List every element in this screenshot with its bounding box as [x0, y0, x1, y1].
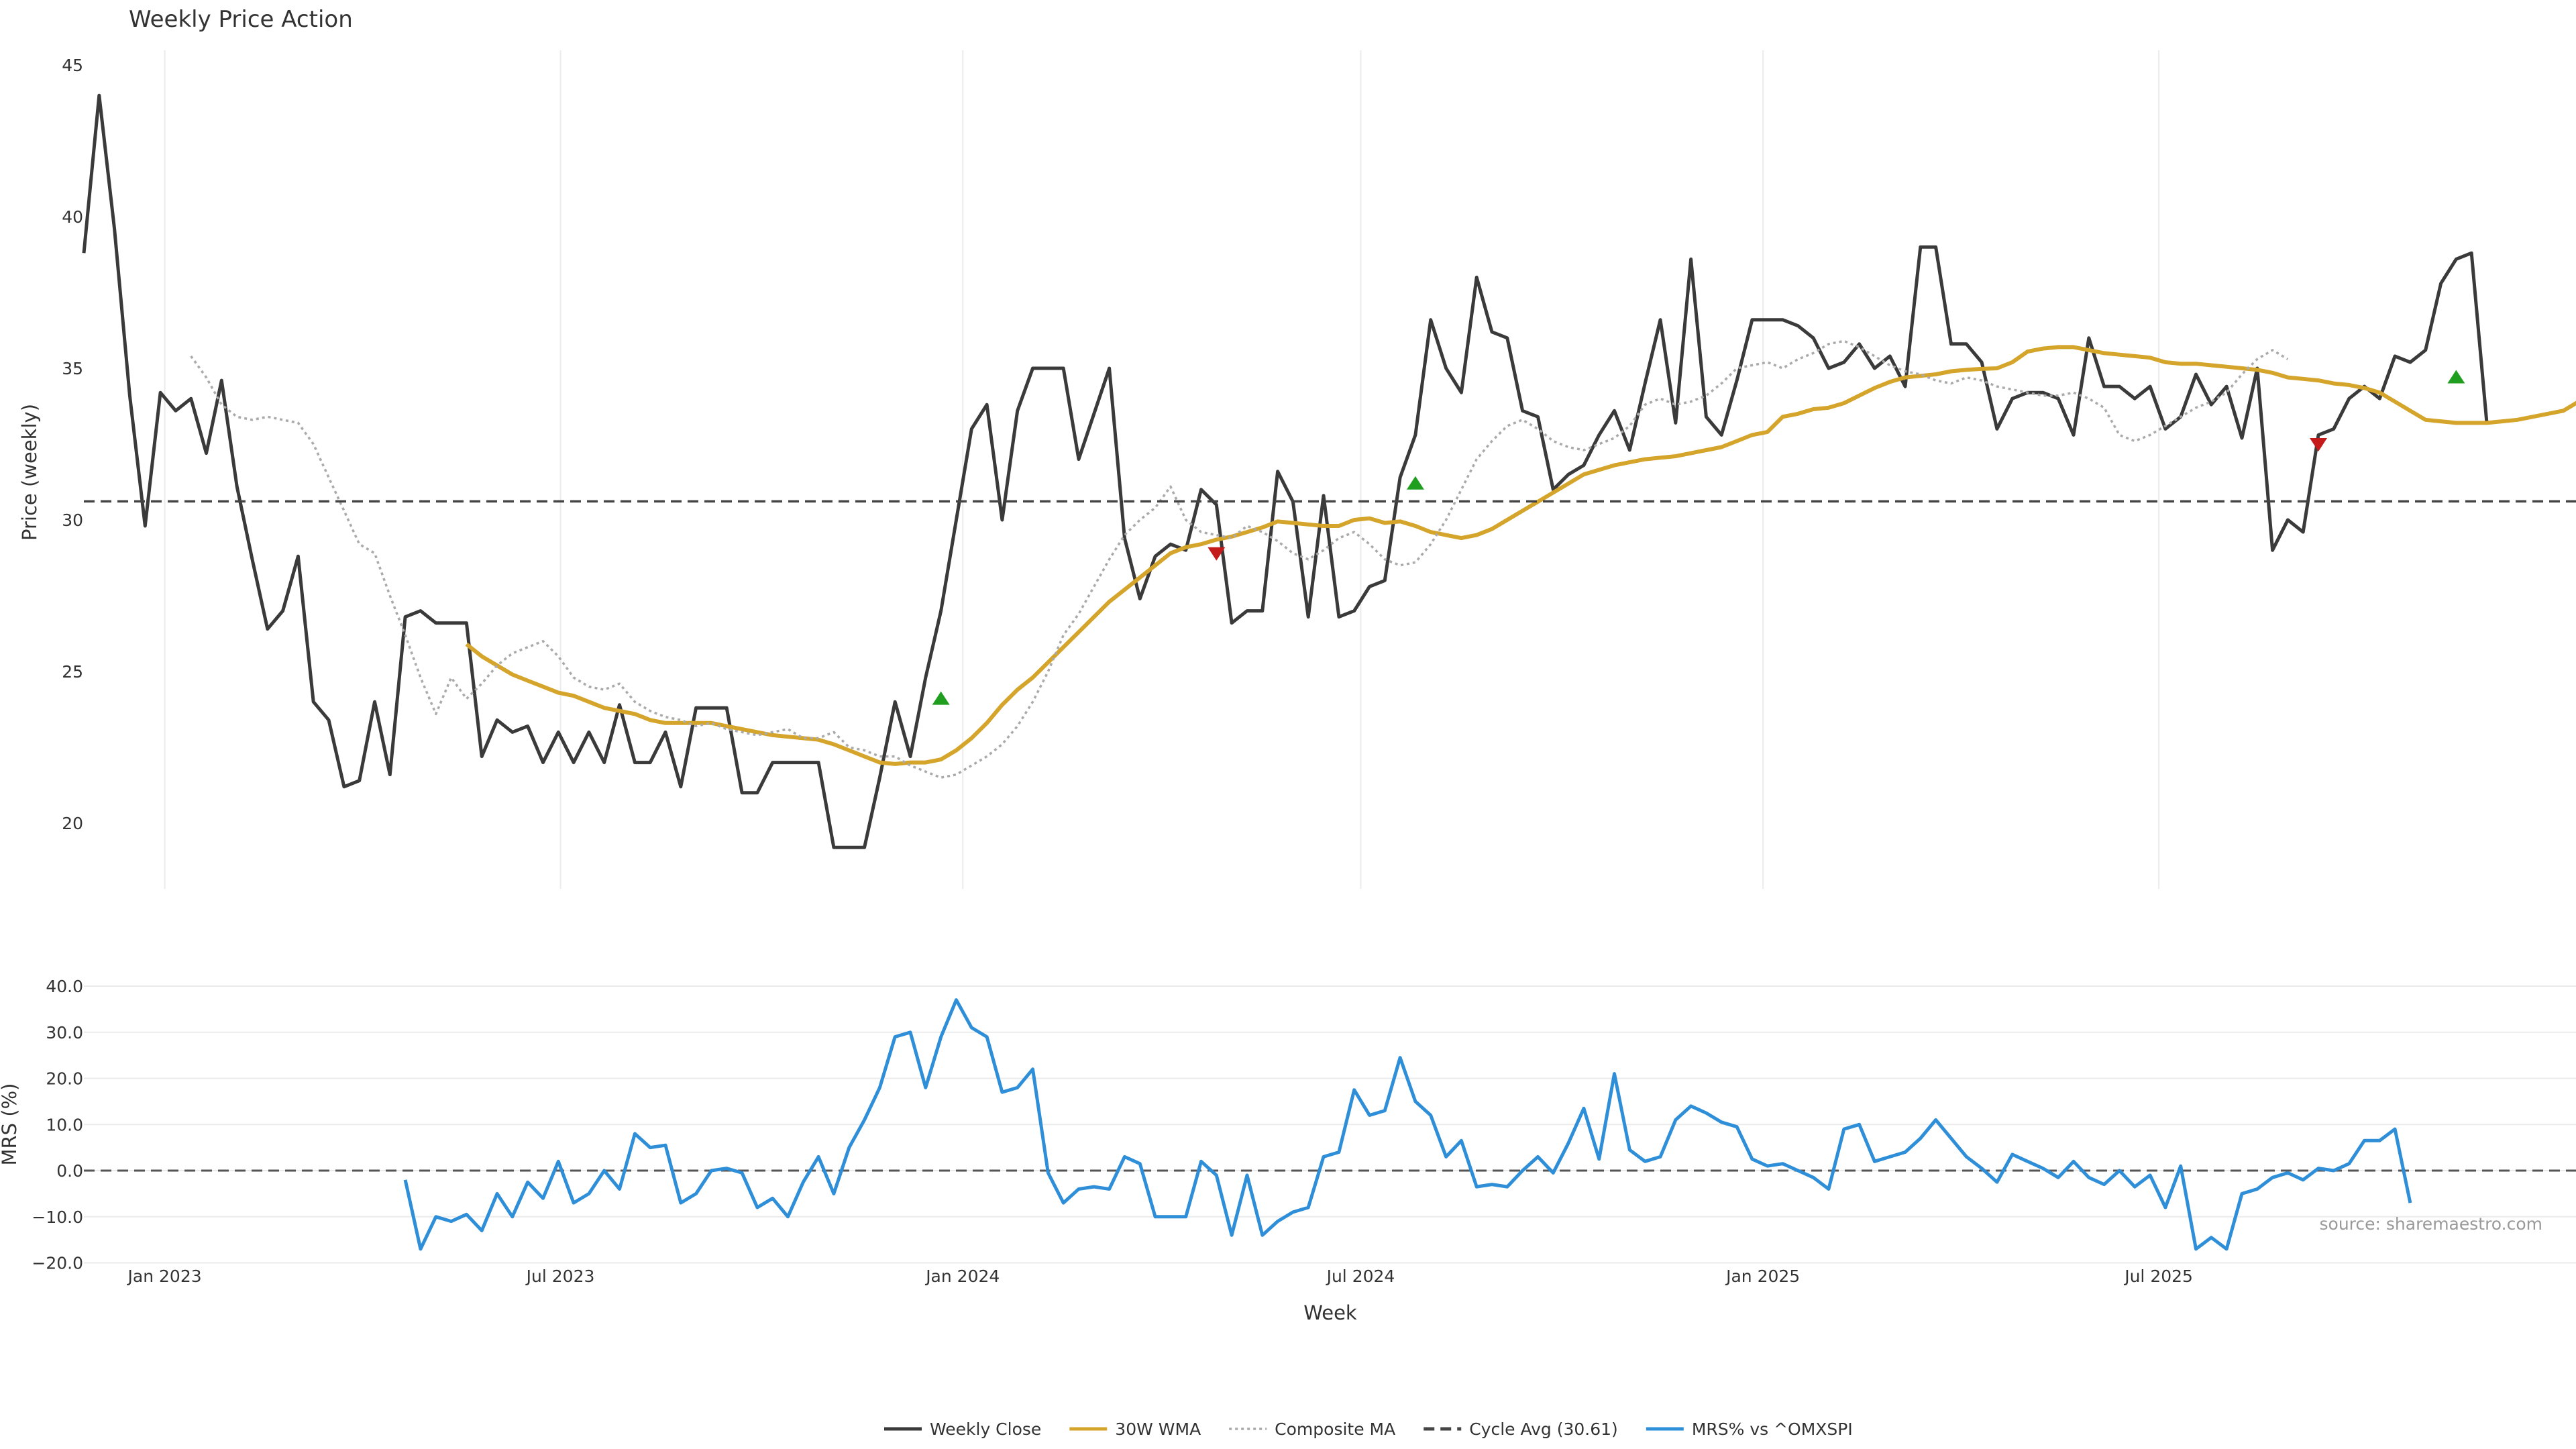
- legend-label: Cycle Avg (30.61): [1469, 1419, 1618, 1439]
- mrs-y-tick-label: −20.0: [32, 1254, 83, 1273]
- sell-signal-marker: [1208, 547, 1226, 561]
- chart-title: Weekly Price Action: [129, 6, 353, 33]
- price-y-tick-label: 40: [62, 207, 83, 227]
- weekly-close-line: [82, 93, 2489, 849]
- mrs-y-tick-label: 0.0: [56, 1161, 83, 1181]
- x-tick-label: Jan 2024: [924, 1267, 1000, 1286]
- chart-legend: Weekly Close 30W WMA Composite MA Cycle Avg…: [884, 1419, 1853, 1439]
- legend-item: Weekly Close: [884, 1419, 1041, 1439]
- mrs-y-tick-label: −10.0: [32, 1208, 83, 1227]
- buy-signal-marker: [1406, 476, 1424, 490]
- legend-label: 30W WMA: [1115, 1419, 1201, 1439]
- mrs-y-tick-label: 40.0: [46, 977, 83, 996]
- price-panel-grid: [164, 50, 2160, 889]
- legend-item: 30W WMA: [1069, 1419, 1201, 1439]
- 30w-wma-line: [465, 345, 2576, 766]
- x-axis-label: Week: [1303, 1301, 1357, 1324]
- x-tick-label: Jan 2023: [127, 1267, 202, 1286]
- mrs-y-axis-label: MRS (%): [0, 1083, 21, 1166]
- x-tick-label: Jul 2025: [2123, 1267, 2193, 1286]
- price-y-tick-label: 20: [62, 814, 83, 833]
- sell-signal-marker: [2310, 438, 2328, 451]
- price-panel-series: [82, 93, 2576, 849]
- buy-signal-marker: [2447, 370, 2465, 384]
- price-y-tick-label: 45: [62, 56, 83, 75]
- x-tick-label: Jul 2023: [525, 1267, 595, 1286]
- mrs-y-tick-label: 30.0: [46, 1023, 83, 1042]
- buy-signal-marker: [932, 691, 950, 705]
- x-tick-label: Jul 2024: [1326, 1267, 1395, 1286]
- mrs-y-tick-label: 10.0: [46, 1115, 83, 1134]
- legend-item: Composite MA: [1229, 1419, 1395, 1439]
- price-y-tick-label: 25: [62, 662, 83, 682]
- mrs-panel-grid: [84, 985, 2576, 1264]
- x-tick-label: Jan 2025: [1725, 1267, 1800, 1286]
- price-y-axis-label: Price (weekly): [18, 404, 41, 541]
- source-note: source: sharemaestro.com: [2320, 1214, 2543, 1234]
- price-y-tick-label: 35: [62, 359, 83, 378]
- legend-label: Weekly Close: [930, 1419, 1041, 1439]
- legend-label: MRS% vs ^OMXSPI: [1692, 1419, 1853, 1439]
- legend-label: Composite MA: [1275, 1419, 1395, 1439]
- legend-item: Cycle Avg (30.61): [1424, 1419, 1618, 1439]
- mrs-y-tick-label: 20.0: [46, 1069, 83, 1089]
- mrs-line: [403, 998, 2412, 1251]
- axis-labels: Jan 2023 Jul 2023 Jan 2024 Jul 2024 Jan 2025…: [32, 56, 2193, 1286]
- mrs-panel-series: [84, 998, 2576, 1251]
- signal-markers: [932, 370, 2465, 705]
- legend-item: MRS% vs ^OMXSPI: [1646, 1419, 1853, 1439]
- composite-ma-line: [190, 339, 2289, 779]
- price-y-tick-label: 30: [62, 511, 83, 530]
